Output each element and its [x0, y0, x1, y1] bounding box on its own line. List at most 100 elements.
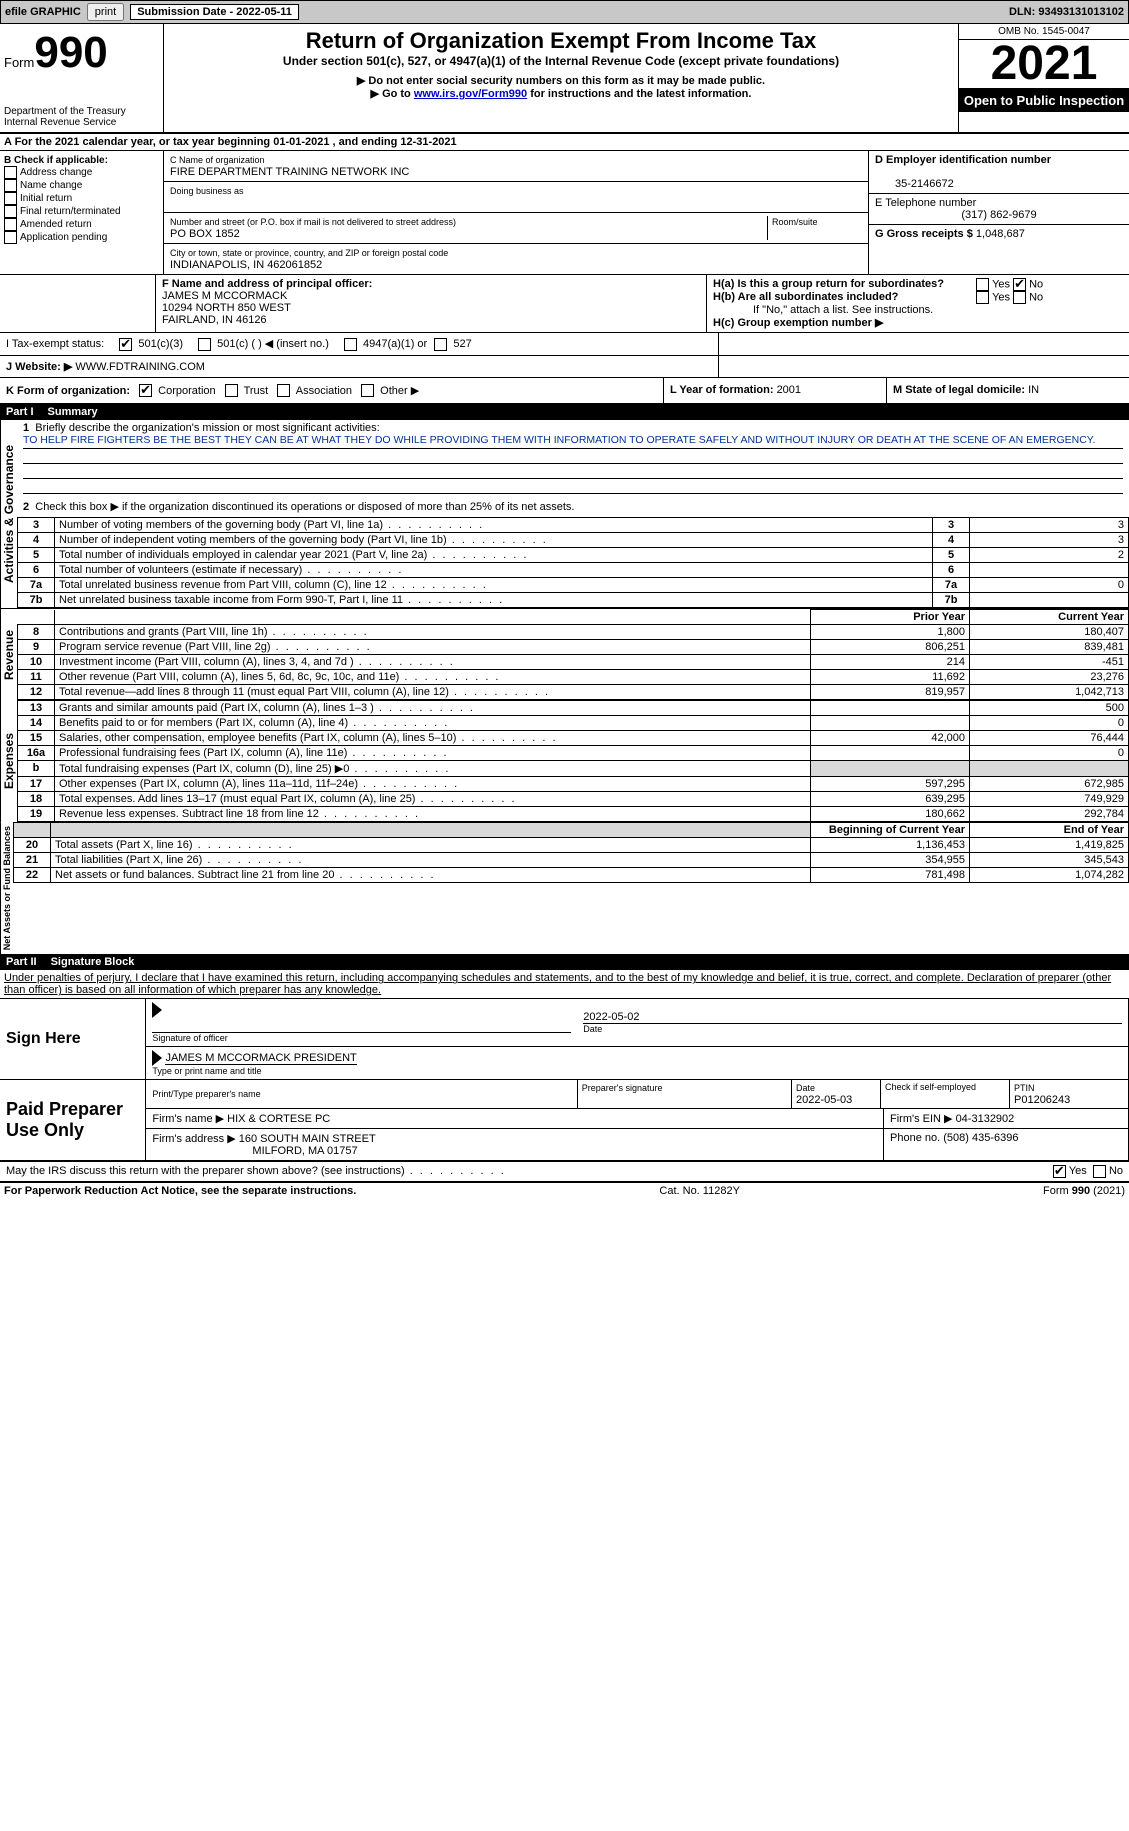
line-num: 6: [18, 563, 55, 578]
current-value: 0: [970, 746, 1129, 761]
submission-label: Submission Date -: [137, 6, 236, 18]
firm-ein: 04-3132902: [956, 1113, 1015, 1125]
line-num: b: [18, 761, 55, 777]
line-num: 5: [18, 548, 55, 563]
chk-527[interactable]: [434, 338, 447, 351]
line-num: 13: [18, 701, 55, 716]
line-text: Investment income (Part VIII, column (A)…: [55, 655, 811, 670]
period-row: A For the 2021 calendar year, or tax yea…: [0, 133, 1129, 151]
prior-value: [811, 701, 970, 716]
chk-501c[interactable]: [198, 338, 211, 351]
current-value: 749,929: [970, 792, 1129, 807]
line-text: Total unrelated business revenue from Pa…: [55, 578, 933, 593]
chk-name-change[interactable]: [4, 179, 17, 192]
chk-discuss-yes[interactable]: [1053, 1165, 1066, 1178]
submission-box: Submission Date - 2022-05-11: [130, 4, 299, 20]
line-num: 7a: [18, 578, 55, 593]
line-text: Number of independent voting members of …: [55, 533, 933, 548]
line-text: Total liabilities (Part X, line 26): [51, 853, 811, 868]
phone-value: (317) 862-9679: [875, 209, 1123, 221]
chk-other[interactable]: [361, 384, 374, 397]
preparer-name-label: Print/Type preparer's name: [152, 1089, 260, 1099]
top-toolbar: efile GRAPHIC print Submission Date - 20…: [0, 0, 1129, 24]
governance-table: 3 Number of voting members of the govern…: [17, 517, 1129, 608]
line-num: 15: [18, 731, 55, 746]
tax-status-label: I Tax-exempt status:: [6, 338, 104, 350]
vlabel-activities: Activities & Governance: [0, 420, 17, 608]
chk-corp[interactable]: [139, 384, 152, 397]
line-num: 20: [14, 838, 51, 853]
current-value: 180,407: [970, 625, 1129, 640]
chk-discuss-no[interactable]: [1093, 1165, 1106, 1178]
self-employed-check: Check if self-employed: [885, 1082, 976, 1092]
begin-value: 781,498: [811, 868, 970, 883]
chk-501c3[interactable]: [119, 338, 132, 351]
mission-blank-1: [23, 449, 1123, 464]
prior-value: 819,957: [811, 685, 970, 700]
gross-label: G Gross receipts $: [875, 228, 976, 240]
line-text: Number of voting members of the governin…: [55, 518, 933, 533]
prior-value: 639,295: [811, 792, 970, 807]
opt-other: Other ▶: [380, 385, 419, 397]
prior-value: 806,251: [811, 640, 970, 655]
period-mid: , and ending: [333, 136, 401, 148]
chk-hb-no[interactable]: [1013, 291, 1026, 304]
sig-arrow-icon-1: [152, 1002, 162, 1018]
line-num: 8: [18, 625, 55, 640]
chk-4947[interactable]: [344, 338, 357, 351]
opt-501c: 501(c) ( ) ◀ (insert no.): [217, 338, 329, 350]
addr-value: PO BOX 1852: [170, 228, 240, 240]
sig-date-label: Date: [583, 1023, 1122, 1034]
chk-assoc[interactable]: [277, 384, 290, 397]
chk-final-return[interactable]: [4, 205, 17, 218]
line-text: Total number of volunteers (estimate if …: [55, 563, 933, 578]
part-1-header: Part I Summary: [0, 404, 1129, 420]
netassets-table: Beginning of Current Year End of Year20 …: [13, 822, 1129, 883]
chk-ha-yes[interactable]: [976, 278, 989, 291]
officer-name-label: Type or print name and title: [152, 1066, 1122, 1076]
line-num: 12: [18, 685, 55, 700]
chk-trust[interactable]: [225, 384, 238, 397]
print-button[interactable]: print: [87, 3, 124, 21]
chk-hb-yes[interactable]: [976, 291, 989, 304]
footer-form-no: 990: [1072, 1185, 1090, 1197]
irs-link[interactable]: www.irs.gov/Form990: [414, 88, 527, 100]
h-b-row: H(b) Are all subordinates included? Yes …: [713, 291, 1123, 304]
chk-initial-return[interactable]: [4, 192, 17, 205]
expenses-table: 13 Grants and similar amounts paid (Part…: [17, 700, 1129, 822]
line-num: 16a: [18, 746, 55, 761]
current-value: 292,784: [970, 807, 1129, 822]
line-num: 4: [18, 533, 55, 548]
form-header: Form990 Department of the Treasury Inter…: [0, 24, 1129, 133]
current-value: 672,985: [970, 777, 1129, 792]
begin-value: 1,136,453: [811, 838, 970, 853]
addr-label: Number and street (or P.O. box if mail i…: [170, 217, 456, 227]
chk-amended-return[interactable]: [4, 218, 17, 231]
chk-address-change[interactable]: [4, 166, 17, 179]
part-2-title: Part II: [6, 956, 37, 968]
state-domicile-label: M State of legal domicile:: [893, 384, 1028, 396]
discuss-yes: Yes: [1069, 1165, 1087, 1178]
dln-label: DLN:: [1009, 6, 1038, 18]
mission-text: TO HELP FIRE FIGHTERS BE THE BEST THEY C…: [23, 434, 1123, 449]
col-begin: Beginning of Current Year: [811, 823, 970, 838]
officer-group-section: F Name and address of principal officer:…: [0, 274, 1129, 332]
current-value: 76,444: [970, 731, 1129, 746]
firm-phone: (508) 435-6396: [943, 1132, 1018, 1144]
preparer-date: 2022-05-03: [796, 1094, 852, 1106]
col-current: Current Year: [970, 610, 1129, 625]
h-b-note: If "No," attach a list. See instructions…: [713, 304, 1123, 316]
firm-city: MILFORD, MA 01757: [152, 1145, 357, 1157]
ptin-label: PTIN: [1014, 1083, 1035, 1093]
chk-application-pending[interactable]: [4, 231, 17, 244]
room-label: Room/suite: [772, 217, 818, 227]
opt-527: 527: [453, 338, 471, 350]
org-name: FIRE DEPARTMENT TRAINING NETWORK INC: [170, 166, 409, 178]
line-num: 9: [18, 640, 55, 655]
line-text: Salaries, other compensation, employee b…: [55, 731, 811, 746]
discuss-row: May the IRS discuss this return with the…: [0, 1161, 1129, 1182]
chk-ha-no[interactable]: [1013, 278, 1026, 291]
prior-value: 42,000: [811, 731, 970, 746]
tax-status-row: I Tax-exempt status: 501(c)(3) 501(c) ( …: [0, 332, 1129, 355]
line-text: Other expenses (Part IX, column (A), lin…: [55, 777, 811, 792]
